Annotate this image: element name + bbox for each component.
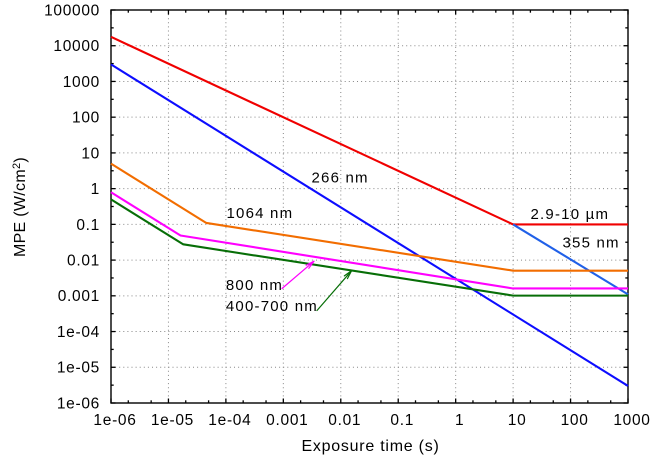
svg-text:2.9-10 µm: 2.9-10 µm — [531, 206, 610, 223]
svg-text:0.1: 0.1 — [76, 217, 100, 234]
svg-text:10000: 10000 — [53, 38, 100, 55]
svg-text:1: 1 — [455, 412, 464, 429]
svg-text:MPE (W/cm2): MPE (W/cm2) — [11, 157, 29, 257]
svg-text:1000: 1000 — [63, 74, 100, 91]
svg-text:10: 10 — [508, 412, 527, 429]
svg-text:10: 10 — [81, 145, 100, 162]
svg-text:0.01: 0.01 — [328, 412, 361, 429]
svg-text:0.01: 0.01 — [67, 252, 100, 269]
svg-text:800 nm: 800 nm — [226, 277, 283, 294]
svg-text:1e-06: 1e-06 — [57, 395, 100, 412]
svg-text:1e-05: 1e-05 — [151, 412, 194, 429]
svg-text:100: 100 — [561, 412, 589, 429]
svg-text:Exposure time (s): Exposure time (s) — [301, 438, 439, 455]
svg-text:0.1: 0.1 — [390, 412, 414, 429]
svg-text:0.001: 0.001 — [58, 288, 100, 305]
svg-text:1e-05: 1e-05 — [57, 360, 100, 377]
svg-text:0.001: 0.001 — [266, 412, 308, 429]
svg-text:1e-06: 1e-06 — [93, 412, 136, 429]
svg-text:400-700 nm: 400-700 nm — [226, 298, 318, 315]
svg-text:100: 100 — [72, 110, 100, 127]
svg-text:1000: 1000 — [613, 412, 650, 429]
svg-text:100000: 100000 — [44, 2, 100, 19]
svg-text:1e-04: 1e-04 — [208, 412, 251, 429]
svg-text:266 nm: 266 nm — [312, 169, 369, 186]
svg-text:1e-04: 1e-04 — [57, 324, 100, 341]
svg-text:1: 1 — [91, 181, 100, 198]
svg-text:1064 nm: 1064 nm — [227, 205, 294, 222]
svg-text:355 nm: 355 nm — [563, 234, 620, 251]
